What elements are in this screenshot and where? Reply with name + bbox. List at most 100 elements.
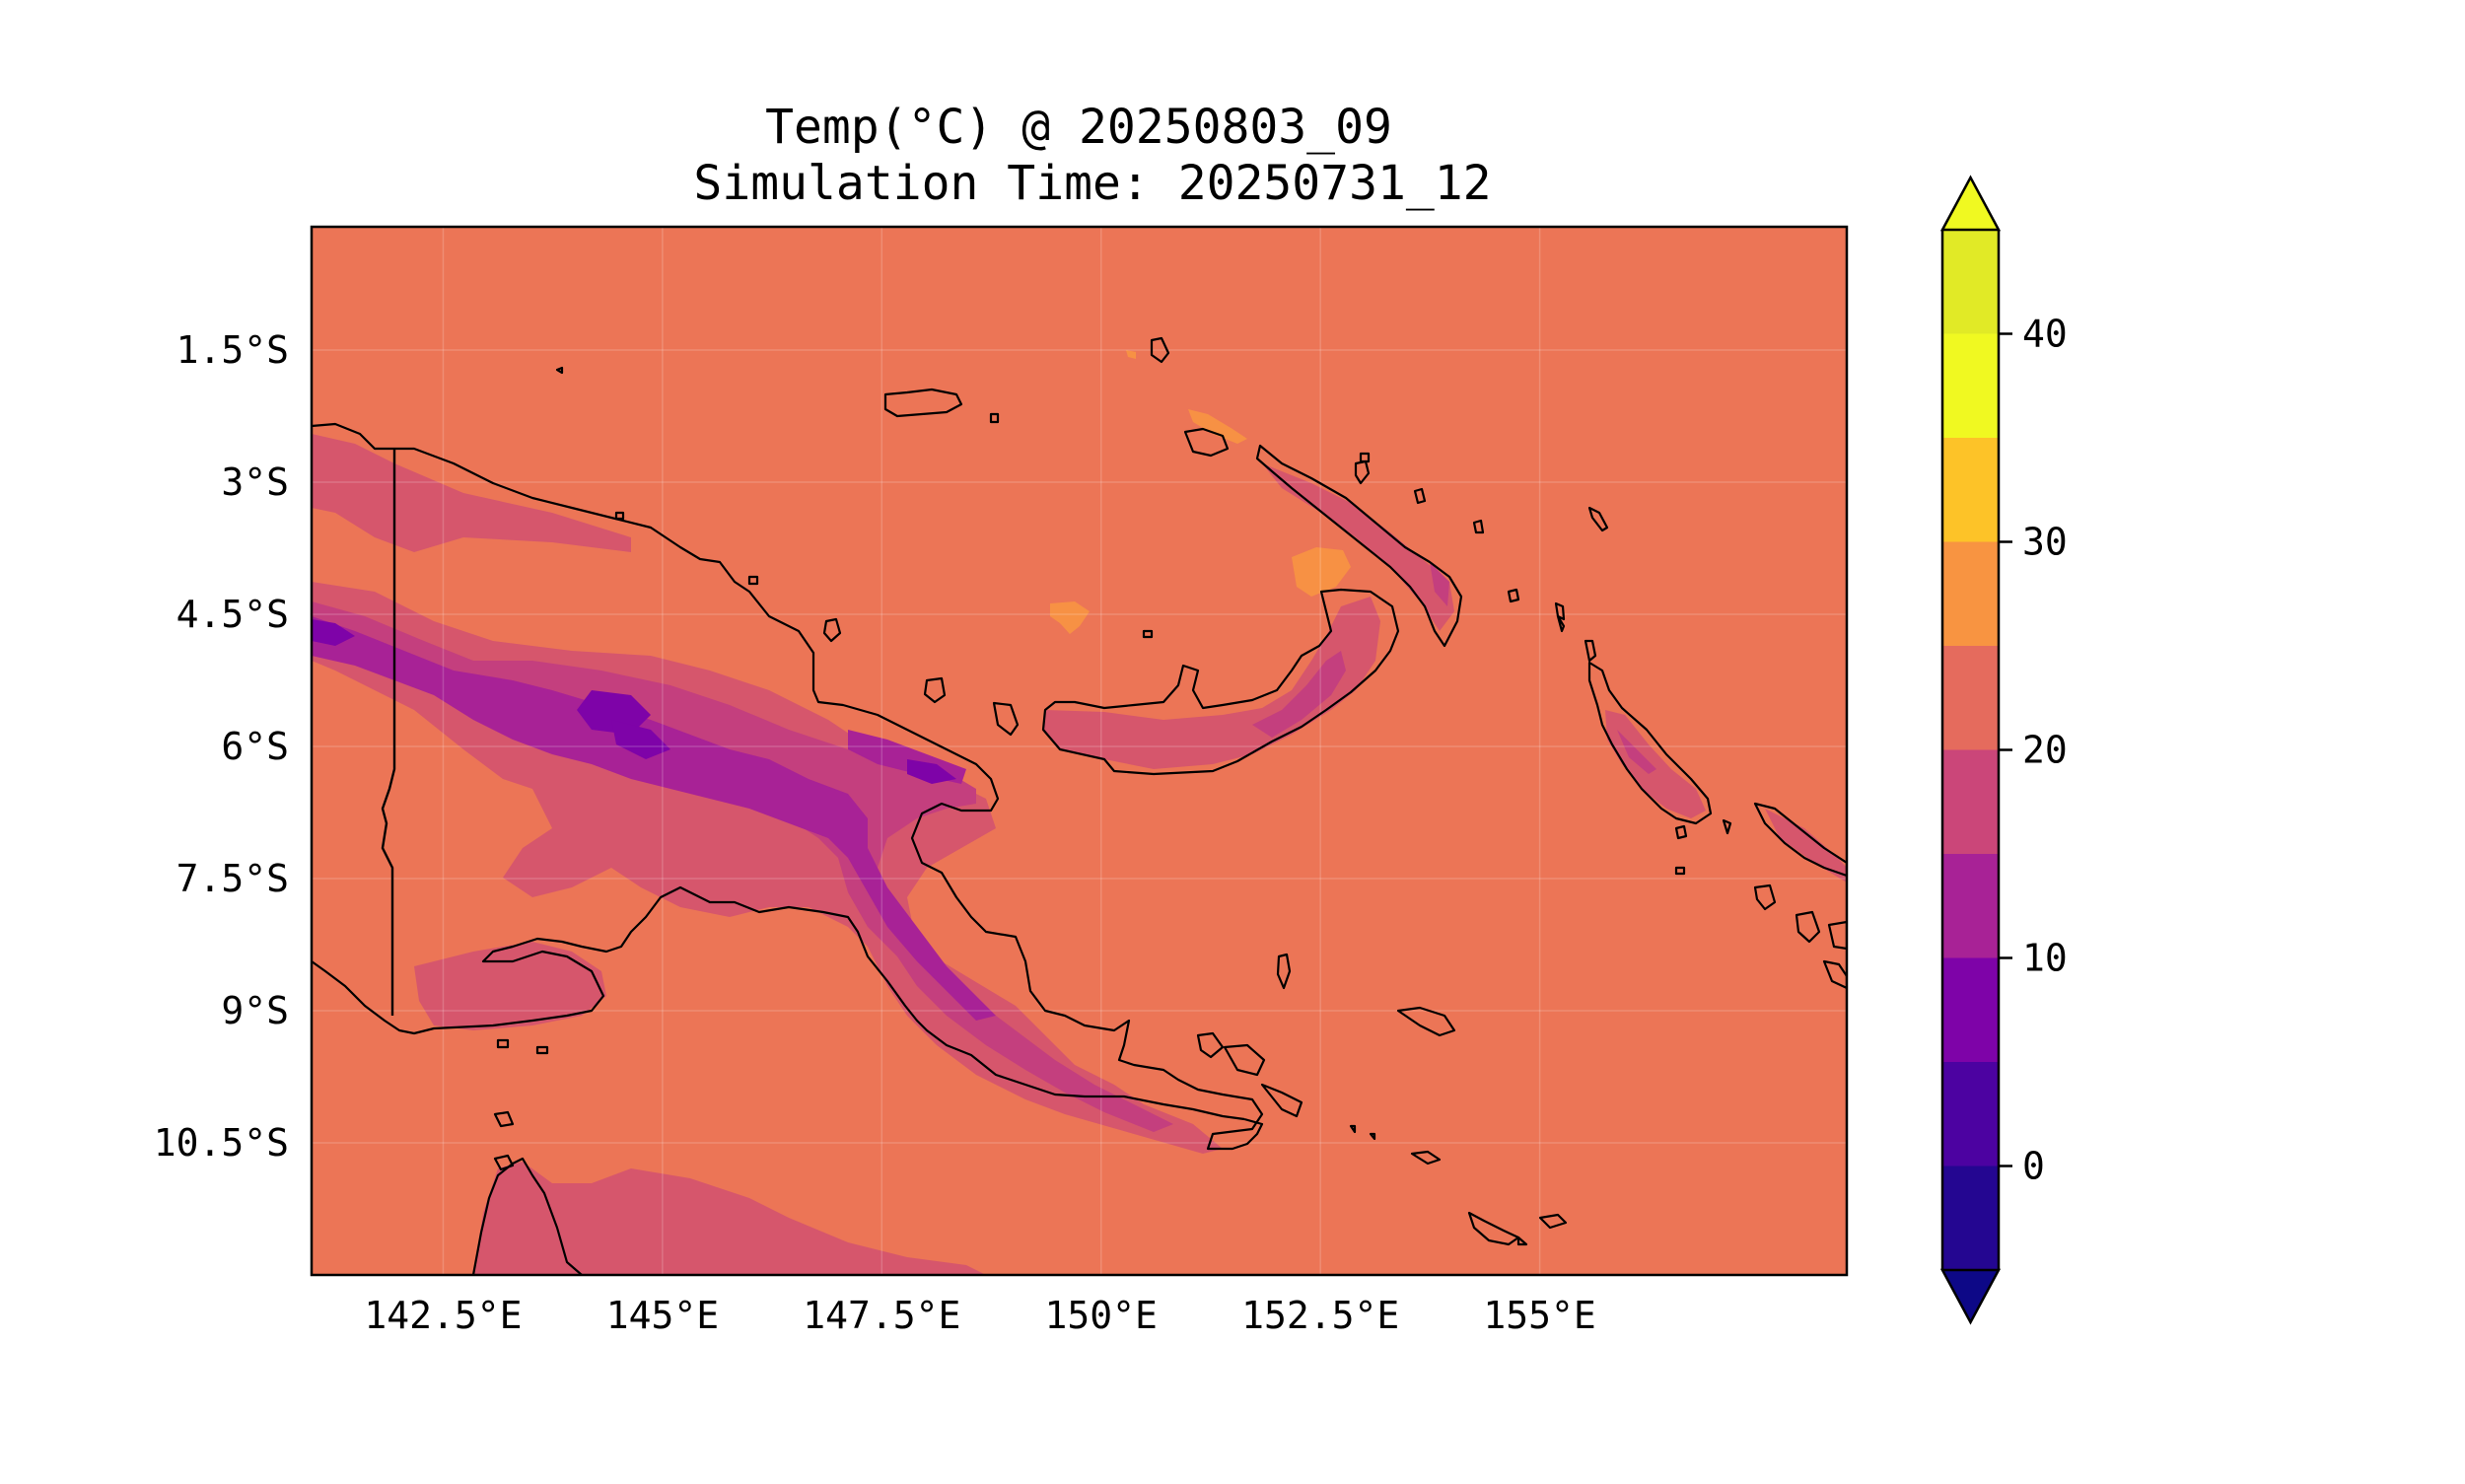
temperature-field	[312, 350, 1847, 1275]
colorbar-tick-label-2: 20	[2022, 729, 2068, 772]
coastline-new-ireland	[1255, 444, 1463, 648]
title-line-2: Simulation Time: 20250731_12	[693, 156, 1491, 211]
colorbar-segment-8	[1942, 333, 1999, 438]
contour-20-25-south-papua	[414, 942, 606, 1030]
colorbar-segment-6	[1942, 541, 1999, 646]
x-tick-label-1: 145°E	[606, 1294, 719, 1337]
island-dentrecasteaux-c	[1260, 1083, 1303, 1118]
coastline-solomon-east	[1753, 802, 1847, 878]
coastline-new-guinea-south	[312, 885, 1245, 1121]
island-small-12	[1722, 818, 1732, 835]
contour-5-10-west	[312, 619, 355, 646]
colorbar-segment-9	[1942, 230, 1999, 334]
title-line-1: Temp(°C) @ 20250803_09	[765, 100, 1392, 155]
island-small-7	[496, 1038, 510, 1049]
colorbar-segment-0	[1942, 1166, 1999, 1270]
x-tick-label-2: 147.5°E	[803, 1294, 960, 1337]
island-buka	[1584, 639, 1597, 663]
island-nissan	[1587, 506, 1609, 532]
island-small-13	[1674, 866, 1686, 876]
coastlines	[312, 422, 1847, 1275]
y-tick-label-6: 10.5°S	[154, 1121, 289, 1165]
island-feni	[1507, 588, 1520, 603]
map-panel	[312, 227, 1925, 1275]
map-frame	[310, 225, 1849, 1277]
island-small-5	[555, 366, 564, 375]
island-dentrecasteaux-b	[1223, 1043, 1266, 1077]
colorbar-segment-3	[1942, 854, 1999, 958]
island-small-17	[1556, 614, 1566, 633]
colorbar-tick-label-4: 40	[2022, 313, 2068, 356]
colorbar-segment-7	[1942, 438, 1999, 542]
contour-20-25-cape-york	[473, 1162, 986, 1275]
y-tick-label-3: 6°S	[221, 725, 289, 768]
x-axis-ticks: 142.5°E 145°E 147.5°E 150°E 152.5°E 155°E	[364, 1294, 1595, 1337]
island-small-11	[1674, 824, 1688, 840]
island-new-hanover	[1183, 427, 1230, 458]
island-karkar	[822, 617, 842, 643]
island-louisiade-b	[1467, 1211, 1520, 1246]
island-lihir	[1472, 519, 1485, 534]
island-louisiade-c	[1538, 1213, 1568, 1230]
island-dentrecasteaux-a	[1196, 1031, 1225, 1059]
x-tick-label-5: 155°E	[1483, 1294, 1595, 1337]
y-tick-label-5: 9°S	[221, 989, 289, 1032]
island-solomon-d	[1822, 959, 1847, 990]
contour-5-10-summit-a	[577, 690, 651, 735]
island-small-1	[1142, 629, 1154, 639]
colorbar-segment-5	[1942, 646, 1999, 750]
contour-15-20-bougainville	[1617, 730, 1656, 774]
island-louisiade-a	[1410, 1150, 1442, 1166]
island-small-3	[1359, 452, 1371, 463]
island-small-16	[1369, 1132, 1376, 1141]
y-tick-label-0: 1.5°S	[176, 328, 289, 372]
island-trobriand	[1276, 953, 1292, 990]
contour-30-35-b	[1050, 601, 1090, 634]
island-umboi	[992, 701, 1020, 737]
coastline-bougainville	[1587, 661, 1713, 825]
contour-20-25-new-britain	[1043, 597, 1380, 769]
contour-20-25-bougainville	[1605, 710, 1706, 818]
island-small-10	[493, 1154, 515, 1171]
contour-15-20-new-britain	[1252, 651, 1346, 738]
contour-20-25-solomon	[1765, 809, 1847, 883]
island-small-18	[1516, 1236, 1528, 1246]
contour-30-35-a	[1292, 547, 1351, 597]
y-tick-label-4: 7.5°S	[176, 857, 289, 900]
contour-30-35-d	[1126, 350, 1136, 359]
island-solomon-c	[1827, 920, 1847, 951]
contour-5-10-summit-c	[907, 759, 956, 784]
x-tick-label-3: 150°E	[1045, 1294, 1158, 1337]
island-small-8	[535, 1045, 549, 1055]
contour-10-15-peaks	[312, 616, 996, 1021]
colorbar-segment-1	[1942, 1062, 1999, 1166]
colorbar-tick-label-1: 10	[2022, 937, 2068, 980]
island-mussau	[1150, 336, 1170, 364]
island-solomon-b	[1795, 910, 1821, 944]
island-small-2	[989, 412, 1000, 424]
island-small-15	[1349, 1124, 1357, 1134]
island-small-9	[493, 1110, 515, 1128]
contour-5-10-summit-b	[611, 720, 670, 759]
contour-20-25-west	[312, 434, 631, 552]
x-tick-label-0: 142.5°E	[364, 1294, 522, 1337]
colorbar-segment-4	[1942, 749, 1999, 854]
coastline-new-britain	[1041, 588, 1400, 776]
island-tabar	[1413, 487, 1427, 505]
island-solomon-a	[1753, 883, 1777, 911]
contour-15-20-new-ireland	[1430, 562, 1449, 606]
island-woodlark	[1396, 1006, 1456, 1037]
colorbar-extend-max	[1939, 175, 2002, 232]
island-green	[1554, 601, 1566, 621]
colorbar-tick-label-3: 30	[2022, 521, 2068, 564]
islands	[493, 336, 1925, 1246]
island-small-14	[1918, 626, 1925, 634]
island-small-4	[747, 575, 759, 586]
island-small-6	[614, 511, 625, 521]
contour-30-35-c	[1188, 409, 1247, 444]
gridlines	[312, 227, 1847, 1275]
y-tick-label-1: 3°S	[221, 460, 289, 504]
y-axis-ticks: 1.5°S 3°S 4.5°S 6°S 7.5°S 9°S 10.5°S	[154, 328, 289, 1165]
y-tick-label-2: 4.5°S	[176, 593, 289, 636]
